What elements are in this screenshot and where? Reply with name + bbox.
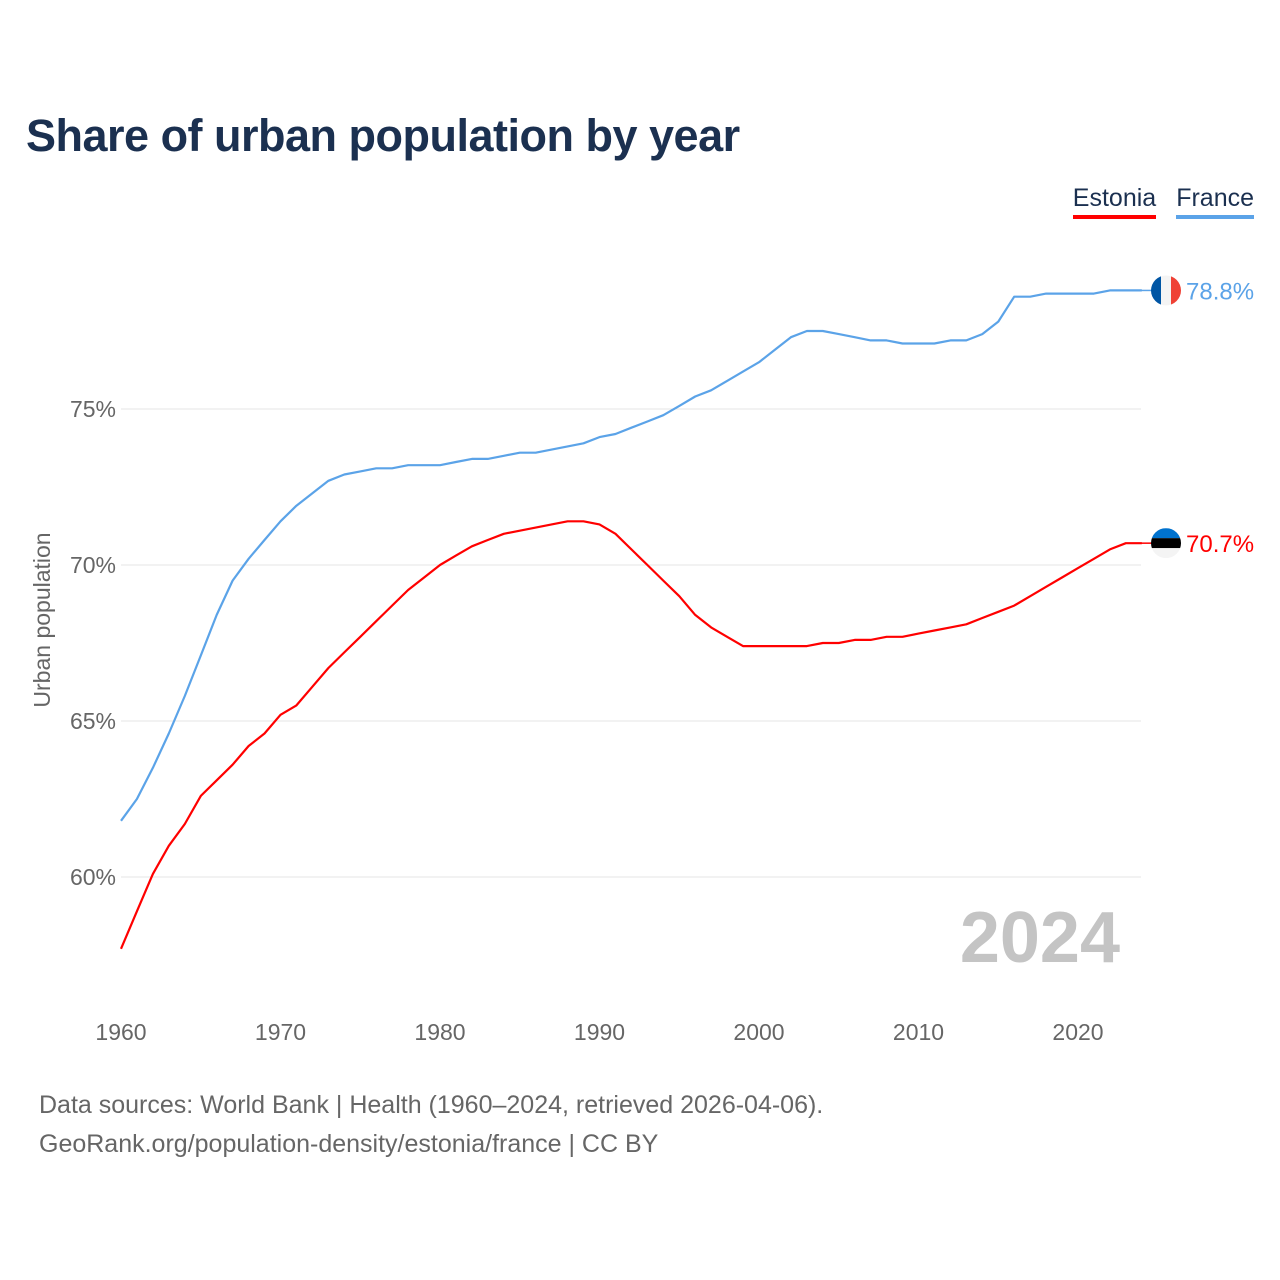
source-link[interactable]: GeoRank.org/population-density/estonia/f… (39, 1130, 659, 1158)
y-tick-label: 65% (70, 708, 116, 734)
end-value-label-estonia: 70.7% (1186, 531, 1254, 558)
x-tick-label: 2000 (733, 1019, 784, 1045)
y-axis-label: Urban population (29, 532, 55, 707)
estonia-flag-icon (1151, 528, 1181, 559)
line-chart: 60% 65% 70% 75% 1960 1970 1980 1990 2000 2010 2020… (29, 275, 1254, 1045)
series-line-france (120, 289, 1142, 822)
y-tick-label: 75% (70, 396, 116, 422)
legend-item-estonia[interactable]: Estonia (1072, 184, 1157, 219)
x-tick-label: 2010 (893, 1019, 944, 1045)
series-line-estonia (119, 520, 1142, 950)
france-flag-icon (1151, 275, 1181, 306)
data-source-note: Data sources: World Bank | Health (1960–… (39, 1091, 824, 1119)
year-watermark: 2024 (960, 898, 1120, 978)
footer: Data sources: World Bank | Health (1960–… (39, 1086, 823, 1164)
legend: Estonia France (1072, 184, 1254, 219)
x-tick-label: 1990 (574, 1019, 625, 1045)
y-tick-label: 70% (70, 552, 116, 578)
x-tick-label: 1960 (95, 1019, 146, 1045)
x-tick-label: 1970 (255, 1019, 306, 1045)
chart-title: Share of urban population by year (26, 110, 740, 161)
legend-item-france[interactable]: France (1176, 184, 1254, 219)
x-tick-label: 2020 (1052, 1019, 1103, 1045)
end-value-label-france: 78.8% (1186, 278, 1254, 305)
x-tick-label: 1980 (414, 1019, 465, 1045)
y-tick-label: 60% (70, 864, 116, 890)
